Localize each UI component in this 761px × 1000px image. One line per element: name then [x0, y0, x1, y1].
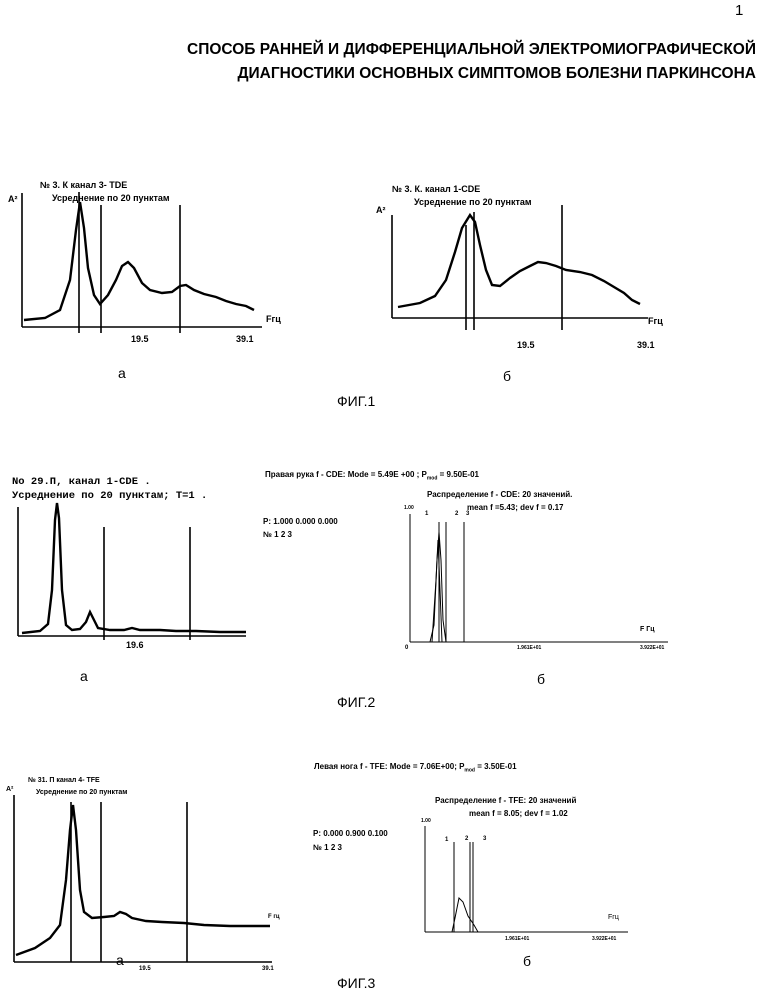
fig3-b-distribution: Распределение f - TFE: 20 значений	[435, 796, 576, 805]
fig1-caption: ФИГ.1	[337, 393, 375, 409]
fig2-b-x0: 0	[405, 645, 408, 651]
fig3-a-xtick-2: 39.1	[262, 966, 274, 972]
fig1-a-xtick-2: 39.1	[236, 334, 254, 344]
fig1-b-xtick-2: 39.1	[637, 340, 655, 350]
fig1-b-label: б	[503, 368, 511, 384]
fig3-a-xunit: F гц	[268, 914, 280, 920]
fig2-b-plot	[410, 514, 668, 642]
fig3-a-plot	[14, 795, 272, 962]
fig2-b-ymax: 1.00	[404, 505, 414, 511]
fig3-b-xtick-1: 1.961E+01	[505, 936, 529, 942]
fig3-b-peak-1: 1	[445, 837, 448, 843]
fig3-b-plot	[425, 826, 628, 932]
fig1-a-label: а	[118, 365, 126, 381]
fig2-b-header: Правая рука f - CDE: Mode = 5.49E +00 ; …	[265, 470, 479, 482]
fig3-caption: ФИГ.3	[337, 975, 375, 991]
fig2-b-stats: mean f =5.43; dev f = 0.17	[467, 503, 564, 512]
fig3-a-ylabel: A²	[6, 786, 13, 793]
fig1-b-ylabel: A²	[376, 205, 386, 215]
fig3-b-stats: mean f = 8.05; dev f = 1.02	[469, 809, 568, 818]
fig1-a-header-1: № 3. К канал 3- TDE	[40, 180, 127, 190]
fig2-a-header-1: No 29.П, канал 1-CDE .	[12, 476, 151, 488]
fig2-a-header-2: Усреднение по 20 пунктам; T=1 .	[12, 490, 207, 502]
fig1-b-plot	[392, 205, 648, 330]
fig2-b-peak-1: 1	[425, 511, 428, 517]
fig3-b-header: Левая нога f - TFE: Mode = 7.06E+00; Pmo…	[314, 762, 517, 774]
fig2-a-xtick-1: 19.6	[126, 640, 144, 650]
fig2-b-n-row: № 1 2 3	[263, 530, 292, 539]
fig2-a-plot	[18, 503, 246, 640]
fig3-b-label: б	[523, 953, 531, 969]
fig2-caption: ФИГ.2	[337, 694, 375, 710]
fig3-a-label: а	[116, 952, 124, 968]
fig2-a-label: а	[80, 668, 88, 684]
fig2-b-peak-2: 2	[455, 511, 458, 517]
fig2-b-peak-3: 3	[466, 511, 469, 517]
fig3-b-p-row: P: 0.000 0.900 0.100	[313, 829, 388, 838]
fig2-b-p-row: P: 1.000 0.000 0.000	[263, 517, 338, 526]
fig3-a-header-2: Усреднение по 20 пунктам	[36, 789, 127, 796]
fig3-b-header-sub: mod	[464, 768, 475, 774]
fig3-a-header-1: № 31. П канал 4- TFE	[28, 777, 100, 784]
fig1-a-header-2: Усреднение по 20 пунктам	[52, 193, 170, 203]
fig1-a-xtick-1: 19.5	[131, 334, 149, 344]
fig1-a-ylabel: A²	[8, 194, 18, 204]
fig2-b-xunit: F Гц	[640, 626, 655, 633]
fig1-b-header-2: Усреднение по 20 пунктам	[414, 197, 532, 207]
fig3-b-peak-2: 2	[465, 836, 468, 842]
fig2-b-distribution: Распределение f - CDE: 20 значений.	[427, 490, 572, 499]
fig1-b-header-1: № 3. К. канал 1-CDE	[392, 184, 480, 194]
fig1-a-plot	[22, 192, 262, 333]
fig1-b-xtick-1: 19.5	[517, 340, 535, 350]
fig2-b-xtick-2: 3.922E+01	[640, 645, 664, 651]
fig2-b-label: б	[537, 671, 545, 687]
fig1-a-xunit: Fгц	[266, 314, 281, 324]
fig3-a-xtick-1: 19.5	[139, 966, 151, 972]
fig1-b-xunit: Fгц	[648, 316, 663, 326]
fig3-b-xunit: Fгц	[608, 914, 619, 921]
fig2-b-xtick-1: 1.961E+01	[517, 645, 541, 651]
fig2-b-header-sub: mod	[427, 476, 438, 482]
fig3-b-xtick-2: 3.922E+01	[592, 936, 616, 942]
fig3-b-ymax: 1.00	[421, 818, 431, 824]
fig3-b-n-row: № 1 2 3	[313, 843, 342, 852]
fig3-b-peak-3: 3	[483, 836, 486, 842]
